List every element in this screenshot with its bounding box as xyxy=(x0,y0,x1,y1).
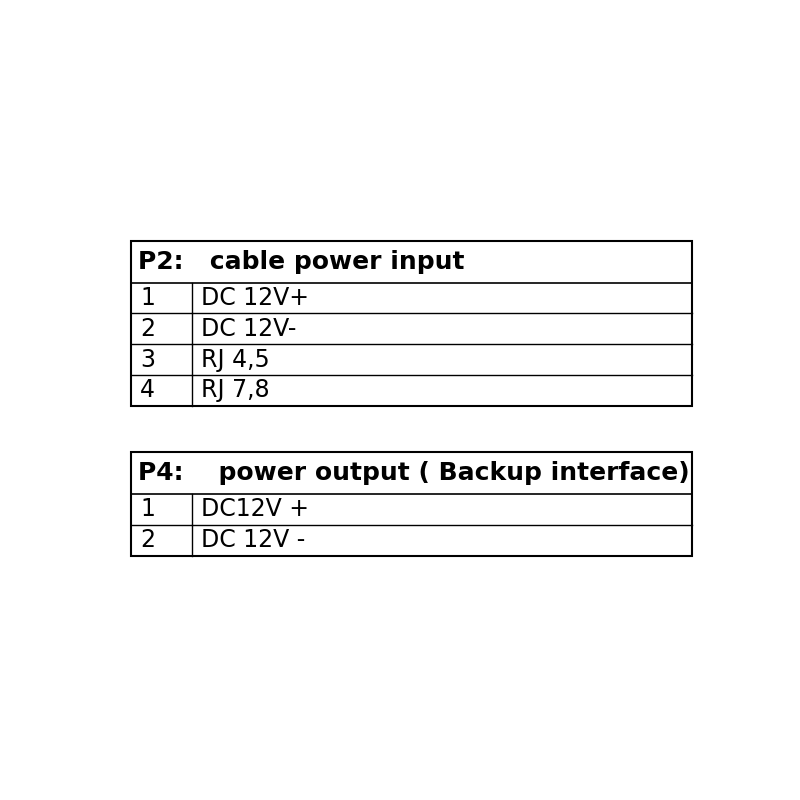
Bar xyxy=(131,241,692,406)
Text: 2: 2 xyxy=(140,317,155,341)
Text: DC 12V-: DC 12V- xyxy=(201,317,296,341)
Text: 4: 4 xyxy=(140,378,155,402)
Text: DC 12V+: DC 12V+ xyxy=(201,286,309,310)
Text: RJ 7,8: RJ 7,8 xyxy=(201,378,270,402)
Text: RJ 4,5: RJ 4,5 xyxy=(201,348,270,372)
Text: 2: 2 xyxy=(140,528,155,552)
Bar xyxy=(131,452,692,555)
Text: 1: 1 xyxy=(140,286,155,310)
Text: 1: 1 xyxy=(140,498,155,522)
Text: DC 12V -: DC 12V - xyxy=(201,528,305,552)
Text: P4:    power output ( Backup interface): P4: power output ( Backup interface) xyxy=(138,461,690,485)
Text: P2:   cable power input: P2: cable power input xyxy=(138,250,465,274)
Text: 3: 3 xyxy=(140,348,155,372)
Text: DC12V +: DC12V + xyxy=(201,498,309,522)
